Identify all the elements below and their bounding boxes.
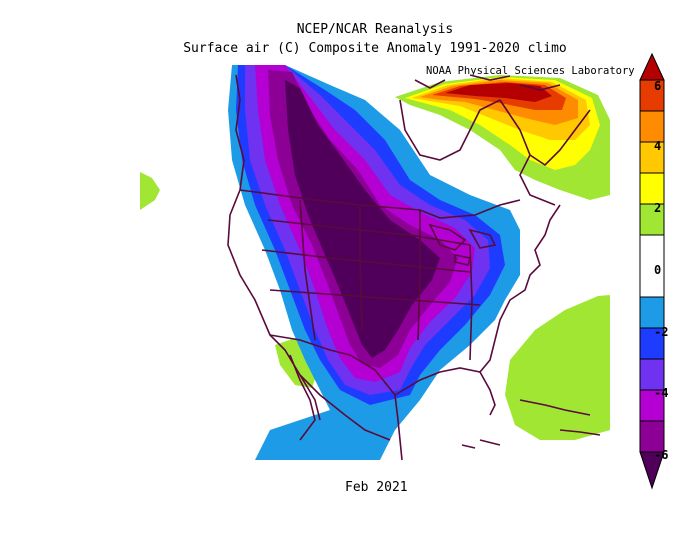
cold-anomaly-deep-purple [285, 80, 440, 358]
anomaly-map [140, 65, 610, 461]
florida-line [479, 371, 496, 416]
colorbar-segments [639, 52, 665, 490]
hudson-bay-coast [399, 99, 501, 161]
chart-subtitle: Surface air (C) Composite Anomaly 1991-2… [183, 41, 567, 56]
us-mexico-border [269, 334, 396, 396]
anomaly-fields [140, 65, 610, 460]
colorbar-seg-minus2 [639, 358, 665, 391]
colorbar: 6 4 2 0 -2 -4 -6 [639, 52, 668, 490]
west-coast-line [227, 74, 321, 421]
colorbar-label-minus4: -4 [654, 386, 668, 400]
atlantic-light-anomaly [505, 295, 610, 440]
pacific-light-anomaly [140, 172, 160, 210]
mexico-outline [289, 354, 391, 441]
arctic-islands [414, 74, 561, 91]
colorbar-seg-minus4 [639, 420, 665, 453]
colorbar-seg-minus1 [639, 327, 665, 360]
chart-title: NCEP/NCAR Reanalysis [296, 22, 454, 37]
colorbar-label-0: 0 [654, 263, 661, 277]
state-grid [261, 199, 481, 361]
colorbar-label-minus2: -2 [654, 325, 668, 339]
colorbar-bottom-arrow [639, 451, 665, 490]
boundaries [227, 74, 601, 461]
colorbar-seg-minus05 [639, 296, 665, 329]
us-canada-border [239, 189, 521, 219]
colorbar-seg-plus4 [639, 79, 665, 112]
colorbar-seg-plus3 [639, 110, 665, 143]
east-coast-line [494, 204, 561, 341]
colorbar-label-4: 4 [654, 139, 661, 153]
colorbar-label-6: 6 [654, 79, 661, 93]
date-label: Feb 2021 [345, 480, 408, 495]
credit-label: NOAA Physical Sciences Laboratory [426, 65, 635, 77]
colorbar-top-arrow [639, 52, 665, 81]
warm-anomaly-dark-red [445, 83, 552, 102]
great-lakes [428, 223, 497, 266]
quebec-labrador-coast [499, 99, 591, 206]
colorbar-seg-plus1 [639, 172, 665, 205]
colorbar-label-2: 2 [654, 201, 661, 215]
colorbar-label-minus6: -6 [654, 448, 668, 462]
gulf-coast-line [394, 339, 496, 461]
colorbar-labels: 6 4 2 0 -2 -4 -6 [654, 79, 668, 462]
caribbean-islands [461, 399, 601, 449]
